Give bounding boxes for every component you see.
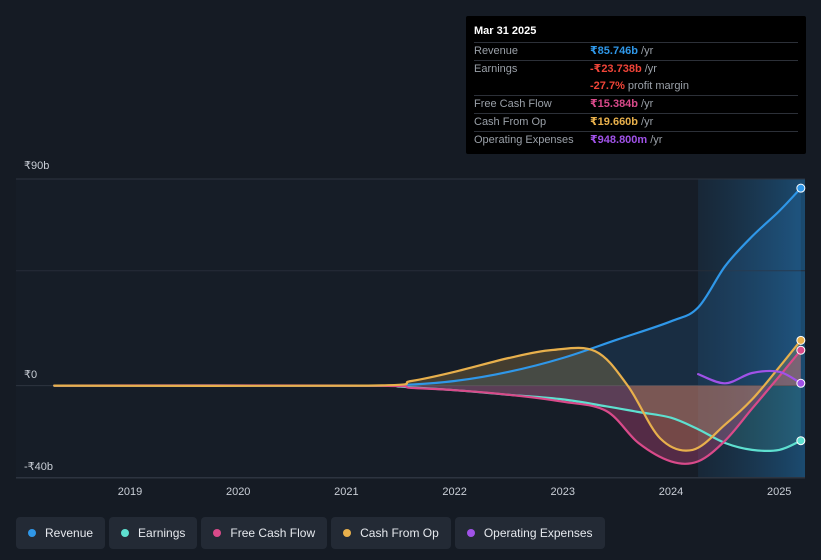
tooltip-row-unit: /yr — [641, 98, 654, 110]
series-end-marker-opex — [796, 378, 806, 388]
series-area-earnings — [54, 385, 801, 451]
legend-item-free-cash-flow[interactable]: Free Cash Flow — [201, 517, 328, 549]
x-tick-label: 2021 — [334, 486, 358, 498]
tooltip-row-value: -27.7% — [590, 80, 625, 92]
legend-dot-icon — [343, 529, 352, 537]
forecast-region — [698, 179, 805, 478]
tooltip-row-unit: /yr — [641, 45, 654, 57]
series-area-fcf — [54, 350, 801, 464]
tooltip-row-label — [474, 78, 590, 95]
x-tick-label: 2023 — [551, 486, 575, 498]
tooltip-row-value: ₹948.800m — [590, 134, 648, 146]
tooltip-row: -27.7% profit margin — [474, 78, 798, 95]
tooltip-row-label: Free Cash Flow — [474, 98, 552, 110]
legend-item-cash-from-op[interactable]: Cash From Op — [331, 517, 451, 549]
series-end-marker-fcf — [796, 345, 806, 355]
series-end-marker-earnings — [796, 436, 806, 446]
series-end-marker-cfo — [796, 335, 806, 345]
y-tick-label: ₹0 — [24, 369, 37, 381]
series-line-opex — [697, 369, 802, 385]
tooltip-row: Cash From Op ₹19.660b/yr — [474, 113, 798, 131]
tooltip-row-value: ₹19.660b — [590, 116, 639, 128]
tooltip-row-label: Revenue — [474, 45, 519, 57]
legend-label: Earnings — [138, 526, 186, 540]
legend-label: Operating Expenses — [483, 526, 593, 540]
legend-dot-icon — [466, 529, 475, 537]
series-end-marker-revenue — [796, 183, 806, 193]
tooltip-row-unit: /yr — [644, 63, 657, 75]
x-tick-label: 2020 — [226, 486, 250, 498]
series-area-revenue — [54, 188, 801, 386]
legend-label: Cash From Op — [360, 526, 439, 540]
x-tick-label: 2024 — [659, 486, 683, 498]
legend-item-operating-expenses[interactable]: Operating Expenses — [454, 517, 605, 549]
legend: Revenue Earnings Free Cash Flow Cash From O… — [16, 517, 605, 549]
tooltip-row-value: ₹85.746b — [590, 45, 639, 57]
data-tooltip: Mar 31 2025 Revenue ₹85.746b/yr Earnings -₹… — [466, 16, 806, 154]
tooltip-row-unit: profit margin — [627, 80, 689, 92]
x-tick-label: 2019 — [118, 486, 142, 498]
series-line-fcf — [53, 349, 802, 465]
line-layer — [53, 183, 806, 465]
legend-label: Free Cash Flow — [230, 526, 316, 540]
legend-dot-icon — [28, 529, 36, 537]
tooltip-row-label: Earnings — [474, 63, 518, 75]
grid-layer — [16, 178, 805, 479]
x-tick-label: 2022 — [442, 486, 466, 498]
legend-dot-icon — [213, 529, 222, 537]
tooltip-row-value: -₹23.738b — [590, 63, 642, 75]
x-tick-label: 2025 — [767, 486, 791, 498]
tooltip-row: Earnings -₹23.738b/yr — [474, 60, 798, 78]
legend-dot-icon — [121, 529, 130, 537]
tooltip-row-label: Operating Expenses — [474, 134, 574, 146]
tooltip-row-value: ₹15.384b — [590, 98, 639, 110]
plot-background — [16, 179, 805, 478]
series-line-cfo — [53, 339, 802, 452]
y-tick-label: ₹90b — [24, 160, 49, 172]
tooltip-date: Mar 31 2025 — [474, 25, 537, 37]
tooltip-row-unit: /yr — [650, 134, 663, 146]
tooltip-row: Revenue ₹85.746b/yr — [474, 42, 798, 60]
tooltip-row: Free Cash Flow ₹15.384b/yr — [474, 95, 798, 113]
tooltip-row: Operating Expenses ₹948.800m/yr — [474, 131, 798, 149]
tooltip-row-label: Cash From Op — [474, 116, 547, 128]
legend-label: Revenue — [45, 526, 94, 540]
tooltip-row-unit: /yr — [641, 116, 654, 128]
axis-layer: ₹90b ₹0 -₹40b 2019 2020 2021 2022 2023 2024 2025 — [24, 160, 791, 498]
legend-item-revenue[interactable]: Revenue — [16, 517, 106, 549]
y-tick-label: -₹40b — [24, 461, 53, 473]
legend-item-earnings[interactable]: Earnings — [109, 517, 198, 549]
